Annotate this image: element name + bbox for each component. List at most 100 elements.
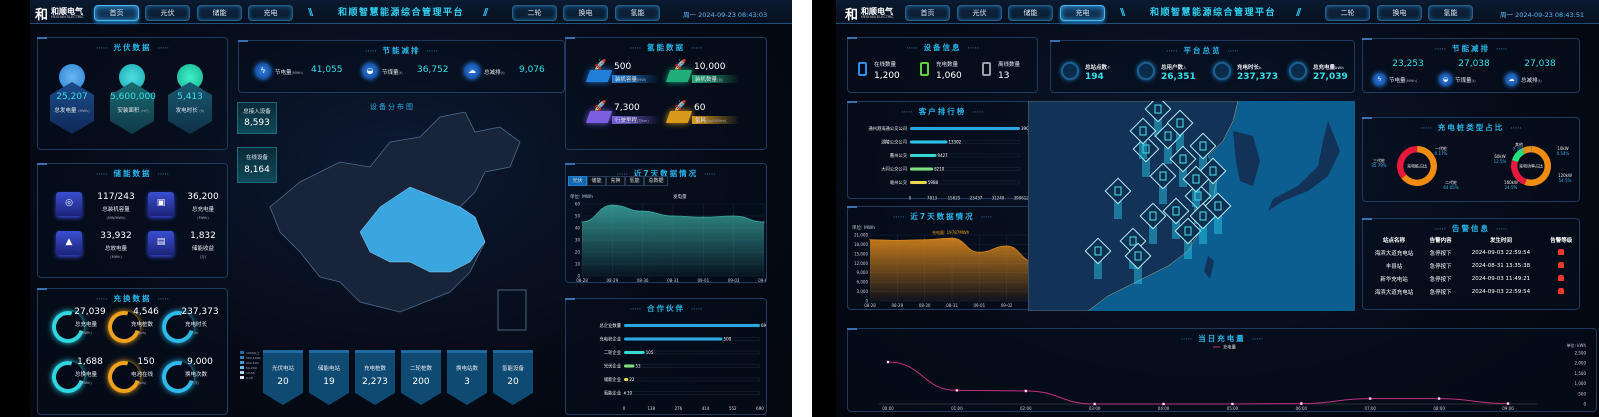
nav-two-wheel[interactable]: 二轮 [1325, 5, 1370, 21]
unit-label: 单位: MWh [570, 193, 593, 200]
marker-diamond [1182, 165, 1210, 193]
category-label: 衢州公交 [890, 152, 908, 159]
week-data-panel: 近7天数据情况 单位: MWh 充电量: 19787MWh 0 3,000 6,000 9… [847, 206, 1038, 310]
alarm-row[interactable]: 新华充电站 急停按下 2024-09-03 11:49:21 [1365, 272, 1579, 285]
charging-station-marker[interactable] [1169, 145, 1197, 187]
slice-name: 60kW [1494, 154, 1505, 159]
charging-station-marker[interactable] [1124, 242, 1152, 284]
charger-icon [1154, 104, 1162, 114]
charging-station-marker[interactable] [1084, 237, 1112, 279]
nav-two-wheel[interactable]: 二轮 [512, 5, 557, 21]
nav-charging[interactable]: 充电 [1060, 5, 1105, 21]
charging-station-marker[interactable] [1182, 165, 1210, 207]
station-label: 氢能设备 [501, 366, 524, 372]
marker-beam [1199, 222, 1207, 244]
nav-battery-swap[interactable]: 换电 [563, 5, 608, 21]
data-point [978, 251, 980, 253]
alarm-row[interactable]: 海滨大道充电站 急停按下 2024-09-03 22:59:54 [1365, 285, 1579, 298]
nav-pv[interactable]: 光伏 [957, 5, 1002, 21]
swap-stat-value: 4,546 [133, 307, 159, 317]
storage-charge-label: 总充电量 [191, 207, 214, 213]
charging-station-marker[interactable] [1174, 217, 1202, 259]
category-label: 光伏企业 [604, 363, 622, 370]
left-week-area-chart: 单位: MWh 发电量 0 10 20 30 40 50 60 08-28 08-29 08-30 08… [570, 193, 766, 283]
annotation-label: 充电量: 19787MWh [932, 229, 970, 235]
storage-capacity-unit: (MW/MWh) [106, 216, 126, 220]
station-value: 20 [277, 377, 289, 387]
nav-storage[interactable]: 储能 [197, 5, 242, 21]
charging-station-marker[interactable] [1166, 109, 1194, 151]
customer-ranking-bar-chart: 通州港海通公交公司 39061 湖陵公交公司 13302 衢州公交 9427 大同公交公司 8… [868, 125, 1034, 201]
battery-icon [1289, 62, 1307, 80]
logo-subtext: HESHUN ELECTRIC [51, 14, 84, 19]
japan-area [1268, 121, 1340, 211]
charging-station-marker[interactable] [1204, 192, 1232, 234]
category-label: 大同公交公司 [881, 166, 907, 173]
alarm-icon [1558, 248, 1565, 255]
alarm-row[interactable]: 丰县站 急停按下 2024-08-31 13:35:38 [1365, 259, 1579, 272]
panel-title: 当日充电量 [848, 333, 1596, 344]
nav-hydrogen[interactable]: 氢能 [1428, 5, 1473, 21]
category-label: 二轮企业 [604, 349, 622, 356]
station-count-card: 光伏电站 20 [263, 350, 303, 405]
tab-hydrogen[interactable]: 氢能 [625, 176, 644, 186]
total-devices-card: 总接入设备 8,593 [237, 102, 277, 134]
device-distribution-map[interactable] [260, 112, 550, 342]
y-tick-label: 9,000 [857, 270, 869, 275]
charging-station-map[interactable] [1028, 101, 1355, 311]
tab-pv[interactable]: 光伏 [568, 176, 587, 186]
alarm-station: 新华充电站 [1380, 276, 1408, 283]
charging-station-marker[interactable] [1132, 135, 1160, 177]
marker-beam [1176, 129, 1184, 151]
data-point [1006, 245, 1008, 247]
charger-icon [1129, 236, 1137, 246]
screen-bezel [0, 0, 30, 417]
tab-charge-swap[interactable]: 充换 [606, 176, 625, 186]
data-point [581, 221, 583, 223]
nav-pv[interactable]: 光伏 [145, 5, 190, 21]
charging-station-marker[interactable] [1189, 132, 1217, 174]
x-tick-label: 39061 [1014, 196, 1027, 201]
device-info-value: 13 [998, 71, 1010, 81]
legend-item: 200-500 [240, 360, 260, 365]
bar-track [623, 364, 761, 368]
tab-storage[interactable]: 储能 [587, 176, 606, 186]
y-tick-label: 3,000 [857, 289, 869, 294]
data-point [951, 237, 953, 239]
marker-diamond [1149, 162, 1177, 190]
station-count-card: 二轮桩数 200 [401, 350, 441, 405]
nav-charging[interactable]: 充电 [248, 5, 293, 21]
charging-station-marker[interactable] [1162, 197, 1190, 239]
x-tick-label: 09:00 [1502, 406, 1514, 411]
category-label: 湖陵公交公司 [881, 139, 907, 146]
legend-label: 50-200 [246, 365, 257, 370]
nav-storage[interactable]: 储能 [1008, 5, 1053, 21]
nav-battery-swap[interactable]: 换电 [1377, 5, 1422, 21]
alarm-icon [1558, 261, 1565, 268]
energy-saving-panel: 节能减排 ϟ 节电量(MWh) 41,055 ◒ 节煤量(t) 36,752 ☁… [238, 40, 565, 93]
swap-stat-value: 150 [137, 357, 155, 367]
panel-title: 平台总览 [1051, 45, 1354, 56]
x-tick-label: 08-28 [576, 278, 588, 283]
data-point [642, 210, 644, 212]
slice-name: 120kW [1558, 173, 1572, 178]
marker-diamond [1169, 145, 1197, 173]
legend-swatch [240, 351, 244, 354]
tab-total[interactable]: 总数据 [644, 176, 668, 186]
nav-home[interactable]: 首页 [905, 5, 950, 21]
charging-station-marker[interactable] [1104, 177, 1132, 219]
alarm-panel: 告警信息 站点名称 告警内容 发生时间 告警等级 海滨大道充电站急停按下2024… [1362, 218, 1580, 310]
marker-beam [1172, 217, 1180, 239]
category-label: 通州港海通公交公司 [868, 125, 907, 132]
charging-station-marker[interactable] [1139, 202, 1167, 244]
alarm-row[interactable]: 海滨大道充电站 急停按下 2024-09-03 22:59:54 [1365, 246, 1579, 259]
customer-ranking-panel: 客户排行榜 通州港海通公交公司 39061 湖陵公交公司 13302 衢州公交 9427 大… [847, 101, 1038, 201]
nav-hydrogen[interactable]: 氢能 [615, 5, 660, 21]
pie-center-label: 充电功率占比 [1519, 163, 1543, 169]
charging-station-marker[interactable] [1149, 162, 1177, 204]
saving-label: 节煤量(t) [1455, 78, 1476, 84]
charging-station-marker[interactable] [1144, 101, 1172, 137]
charging-station-marker[interactable] [1129, 117, 1157, 159]
nav-home[interactable]: 首页 [94, 5, 139, 21]
home-dashboard-screen: 和 和顺电气 HESHUN ELECTRIC 首页 光伏 储能 充电 \\ 和顺智… [0, 0, 792, 417]
